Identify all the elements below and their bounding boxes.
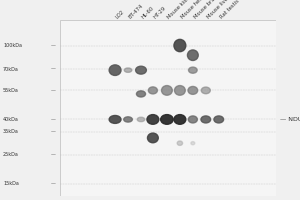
Text: — NDUFA9: — NDUFA9 [280,117,300,122]
Text: Mouse kidney: Mouse kidney [167,0,196,20]
Ellipse shape [188,50,198,60]
Ellipse shape [147,115,159,124]
Text: LO2: LO2 [115,9,126,20]
Ellipse shape [136,91,146,97]
Text: —: — [51,129,56,134]
Text: —: — [51,181,56,186]
Ellipse shape [148,133,158,143]
Text: 40kDa: 40kDa [3,117,19,122]
Ellipse shape [188,86,198,94]
Ellipse shape [136,66,146,74]
Ellipse shape [188,67,197,73]
Ellipse shape [109,115,121,123]
Ellipse shape [124,68,132,72]
Ellipse shape [148,87,158,94]
Text: Rat testis: Rat testis [219,0,240,20]
Text: 15kDa: 15kDa [3,181,19,186]
Text: —: — [51,43,56,48]
Text: 35kDa: 35kDa [3,129,19,134]
Text: —: — [51,117,56,122]
Ellipse shape [161,86,172,95]
Text: Mouse heart: Mouse heart [180,0,207,20]
Text: —: — [51,67,56,72]
Ellipse shape [177,141,183,145]
Ellipse shape [137,117,145,122]
Ellipse shape [109,65,121,75]
Text: 55kDa: 55kDa [3,88,19,93]
Ellipse shape [201,87,210,94]
Text: HT-29: HT-29 [153,6,167,20]
Ellipse shape [124,117,132,122]
Ellipse shape [175,86,185,95]
Ellipse shape [161,115,173,124]
Text: HL-60: HL-60 [141,6,155,20]
Ellipse shape [174,115,186,124]
Ellipse shape [214,116,224,123]
Ellipse shape [188,116,197,123]
Text: Mouse brain: Mouse brain [193,0,219,20]
Text: —: — [51,152,56,157]
Text: 70kDa: 70kDa [3,67,19,72]
Ellipse shape [201,116,211,123]
Ellipse shape [191,142,195,145]
Text: Mouse liver: Mouse liver [206,0,231,20]
Text: BT-474: BT-474 [128,3,145,20]
Text: 100kDa: 100kDa [3,43,22,48]
Text: —: — [51,88,56,93]
Ellipse shape [174,39,186,52]
Text: 25kDa: 25kDa [3,152,19,157]
